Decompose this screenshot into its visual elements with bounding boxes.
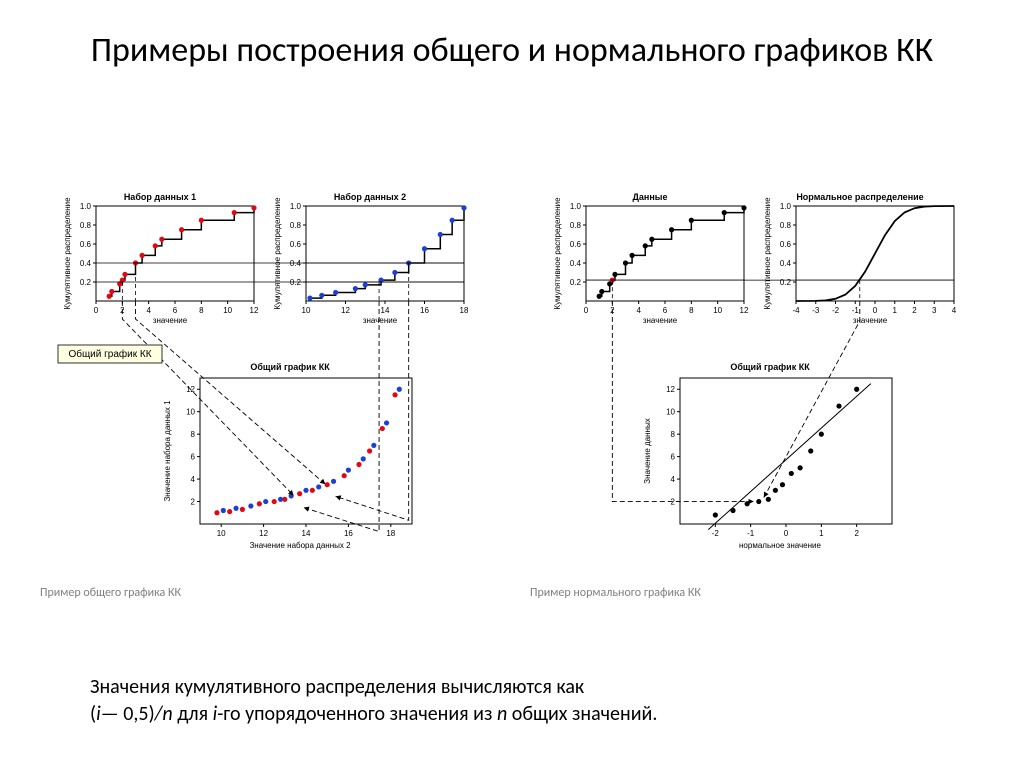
svg-text:18: 18 [460,306,469,315]
slide-title: Примеры построения общего и нормального … [0,30,1024,73]
svg-text:16: 16 [420,306,429,315]
svg-text:4: 4 [952,306,957,315]
svg-text:Общий график КК: Общий график КК [68,348,151,360]
svg-text:0.8: 0.8 [780,221,792,230]
svg-text:16: 16 [344,529,353,538]
svg-text:Значение данных: Значение данных [643,418,652,483]
svg-text:0.4: 0.4 [290,259,302,268]
svg-text:нормальное значение: нормальное значение [739,541,822,550]
svg-text:8: 8 [191,430,196,439]
svg-text:1.0: 1.0 [570,202,582,211]
svg-text:0.8: 0.8 [570,221,582,230]
svg-text:0.6: 0.6 [780,240,792,249]
svg-text:Кумулятивное распределение: Кумулятивное распределение [273,197,282,310]
svg-text:-4: -4 [792,306,800,315]
svg-text:6: 6 [191,453,196,462]
chart-panels: Набор данных 10.20.40.60.81.0024681012зн… [40,190,970,600]
right-caption: Пример нормального графика КК [530,586,970,600]
svg-text:-1: -1 [747,529,755,538]
svg-text:0.6: 0.6 [290,240,302,249]
svg-text:8: 8 [689,306,694,315]
svg-text:значение: значение [853,316,888,325]
svg-text:2: 2 [191,498,196,507]
slide: Примеры построения общего и нормального … [0,0,1024,768]
svg-text:0.2: 0.2 [780,278,792,287]
svg-text:1: 1 [893,306,898,315]
svg-text:10: 10 [223,306,232,315]
svg-text:12: 12 [250,306,259,315]
svg-text:0.6: 0.6 [80,240,92,249]
right-panel: Данные0.20.40.60.81.0024681012значениеКу… [530,190,970,600]
svg-text:Данные: Данные [633,192,668,202]
svg-text:12: 12 [666,385,675,394]
svg-text:14: 14 [381,306,390,315]
svg-text:-3: -3 [812,306,820,315]
svg-text:0.6: 0.6 [570,240,582,249]
svg-text:-1: -1 [852,306,860,315]
svg-text:Общий график КК: Общий график КК [250,362,330,372]
svg-text:Общий график КК: Общий график КК [730,362,810,372]
svg-text:10: 10 [186,408,195,417]
svg-text:3: 3 [932,306,937,315]
svg-text:значение: значение [363,316,398,325]
svg-text:14: 14 [302,529,311,538]
svg-text:12: 12 [259,529,268,538]
svg-text:0.4: 0.4 [80,259,92,268]
svg-text:6: 6 [173,306,178,315]
svg-text:2: 2 [671,498,676,507]
svg-text:Значение набора данных 1: Значение набора данных 1 [163,400,172,502]
svg-text:Кумулятивное распределение: Кумулятивное распределение [63,197,72,310]
svg-text:10: 10 [666,408,675,417]
footer-text: Значения кумулятивного распределения выч… [90,674,964,728]
svg-text:12: 12 [740,306,749,315]
svg-text:4: 4 [671,475,676,484]
svg-text:4: 4 [146,306,151,315]
svg-text:0: 0 [784,529,789,538]
svg-text:Нормальное распределение: Нормальное распределение [796,192,923,202]
svg-text:0: 0 [94,306,99,315]
svg-text:Набор данных 1: Набор данных 1 [124,192,196,202]
svg-text:0.4: 0.4 [570,259,582,268]
left-caption: Пример общего графика КК [40,586,480,600]
svg-text:4: 4 [191,475,196,484]
svg-text:8: 8 [199,306,204,315]
svg-text:1: 1 [819,529,824,538]
svg-text:0: 0 [584,306,589,315]
svg-text:0.2: 0.2 [80,278,92,287]
svg-text:2: 2 [854,529,859,538]
svg-text:0: 0 [873,306,878,315]
svg-text:0.8: 0.8 [290,221,302,230]
svg-text:10: 10 [217,529,226,538]
svg-text:значение: значение [643,316,678,325]
svg-text:Набор данных 2: Набор данных 2 [334,192,406,202]
left-panel: Набор данных 1 0.2 0.4 0.6 0.8 1.0 0 2 4 6 8 10 12 зн… [40,190,480,600]
footer-line1: Значения кумулятивного распределения выч… [90,675,584,699]
svg-text:12: 12 [341,306,350,315]
svg-text:-2: -2 [832,306,840,315]
svg-text:1.0: 1.0 [80,202,92,211]
svg-text:6: 6 [671,453,676,462]
svg-text:Кумулятивное распределение: Кумулятивное распределение [763,197,772,310]
svg-text:Кумулятивное распределение: Кумулятивное распределение [553,197,562,310]
svg-text:0.2: 0.2 [290,278,302,287]
svg-text:1.0: 1.0 [290,202,302,211]
right-composite-chart: Данные0.20.40.60.81.0024681012значениеКу… [530,190,970,580]
svg-text:значение: значение [153,316,188,325]
svg-text:2: 2 [912,306,917,315]
svg-text:0.2: 0.2 [570,278,582,287]
svg-text:8: 8 [671,430,676,439]
left-composite-chart: Набор данных 1 0.2 0.4 0.6 0.8 1.0 0 2 4 6 8 10 12 зн… [40,190,480,580]
svg-text:1.0: 1.0 [780,202,792,211]
svg-text:4: 4 [636,306,641,315]
svg-text:-2: -2 [712,529,720,538]
svg-text:18: 18 [386,529,395,538]
svg-text:0.4: 0.4 [780,259,792,268]
svg-text:10: 10 [713,306,722,315]
svg-text:6: 6 [663,306,668,315]
svg-text:Значение набора данных 2: Значение набора данных 2 [249,541,351,550]
svg-text:0.8: 0.8 [80,221,92,230]
svg-text:10: 10 [302,306,311,315]
